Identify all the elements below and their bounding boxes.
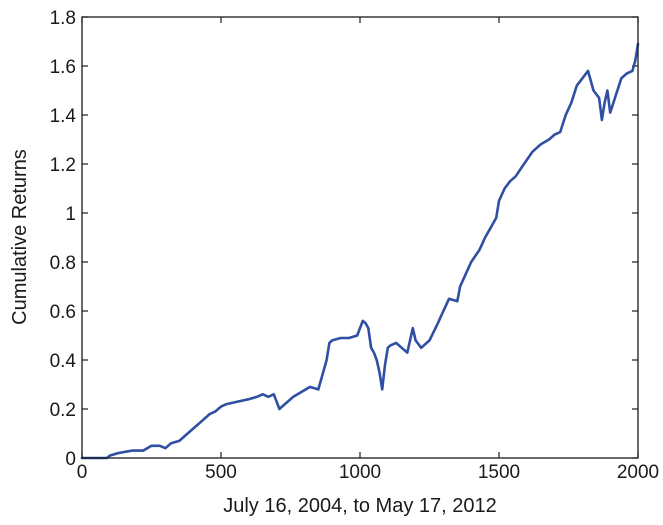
y-tick-label: 1.4 — [50, 106, 77, 127]
x-tick-label: 1500 — [478, 462, 520, 483]
y-tick-label: 0.2 — [50, 400, 76, 421]
x-axis-ticks: 0 500 1000 1500 2000 — [77, 17, 659, 483]
y-tick-label: 0.4 — [50, 351, 77, 372]
x-tick-label: 1000 — [339, 462, 381, 483]
y-tick-label: 0.8 — [50, 253, 76, 274]
cumulative-returns-line — [80, 42, 640, 460]
x-tick-label: 500 — [205, 462, 237, 483]
y-tick-label: 0.6 — [50, 302, 76, 323]
y-tick-label: 1.2 — [50, 155, 76, 176]
x-tick-label: 0 — [77, 462, 88, 483]
y-axis-ticks: 0 0.2 0.4 0.6 0.8 1 1.2 1.4 1.6 1.8 — [50, 8, 638, 470]
y-tick-label: 0 — [65, 449, 76, 470]
y-tick-label: 1 — [65, 204, 76, 225]
x-axis-label: July 16, 2004, to May 17, 2012 — [223, 495, 497, 517]
x-tick-label: 2000 — [617, 462, 659, 483]
y-tick-label: 1.6 — [50, 57, 76, 78]
y-axis-label: Cumulative Returns — [9, 149, 31, 325]
plot-frame — [81, 16, 639, 459]
y-tick-label: 1.8 — [50, 8, 76, 29]
